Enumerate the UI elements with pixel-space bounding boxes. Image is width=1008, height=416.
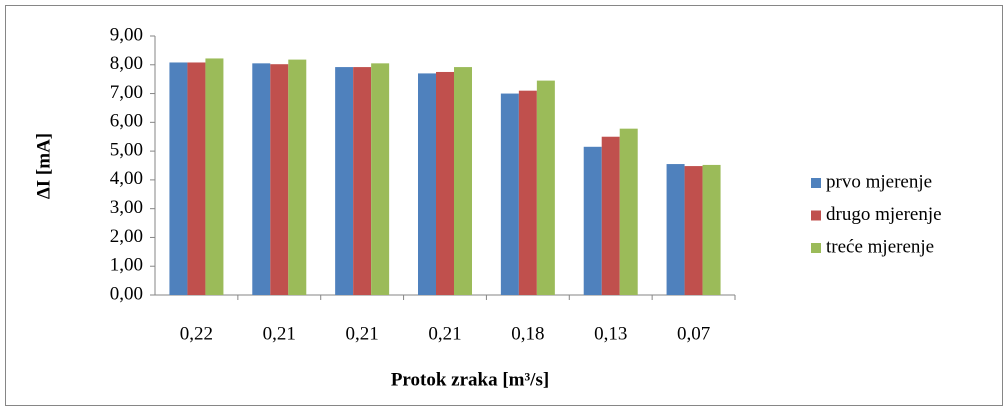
y-tick-label: 3,00 [110,197,143,218]
x-tick-label: 0,22 [180,323,213,344]
y-tick-label: 7,00 [110,82,143,103]
x-tick-label: 0,21 [428,323,461,344]
bar [353,67,372,295]
bar [500,93,519,295]
bar [252,63,271,295]
y-tick-label: 8,00 [110,53,143,74]
y-tick-label: 9,00 [110,24,143,45]
bar [702,164,721,295]
y-tick-label: 6,00 [110,111,143,132]
y-tick-label: 5,00 [110,139,143,160]
bar [583,146,602,295]
legend-label: prvo mjerenje [826,171,932,192]
bar [187,62,206,295]
bar [601,136,620,295]
bar [205,58,224,295]
bar [288,59,307,295]
x-tick-label: 0,07 [677,323,710,344]
bar [536,80,555,295]
bar [454,67,472,295]
y-axis-title: ΔI [mA] [33,133,54,199]
x-tick-label: 0,13 [594,323,627,344]
legend-label: treće mjerenje [826,236,934,257]
bar [684,166,703,295]
bar [335,67,354,295]
x-tick-label: 0,21 [263,323,296,344]
bar [518,90,537,295]
bar [270,64,289,295]
y-tick-label: 2,00 [110,226,143,247]
legend-swatch [811,178,821,188]
y-tick-label: 4,00 [110,168,143,189]
bar [169,62,188,295]
legend-swatch [811,210,821,221]
bar [666,164,685,295]
legend-swatch [811,243,821,253]
x-tick-label: 0,18 [511,323,544,344]
y-tick-label: 0,00 [110,283,143,304]
bar [619,128,638,295]
legend-label: drugo mjerenje [826,204,942,225]
bar [436,71,454,295]
x-axis-title: Protok zraka [m³/s] [391,369,549,390]
bar [418,73,436,296]
bar [371,63,390,295]
x-tick-label: 0,21 [346,323,379,344]
y-tick-label: 1,00 [110,255,143,276]
